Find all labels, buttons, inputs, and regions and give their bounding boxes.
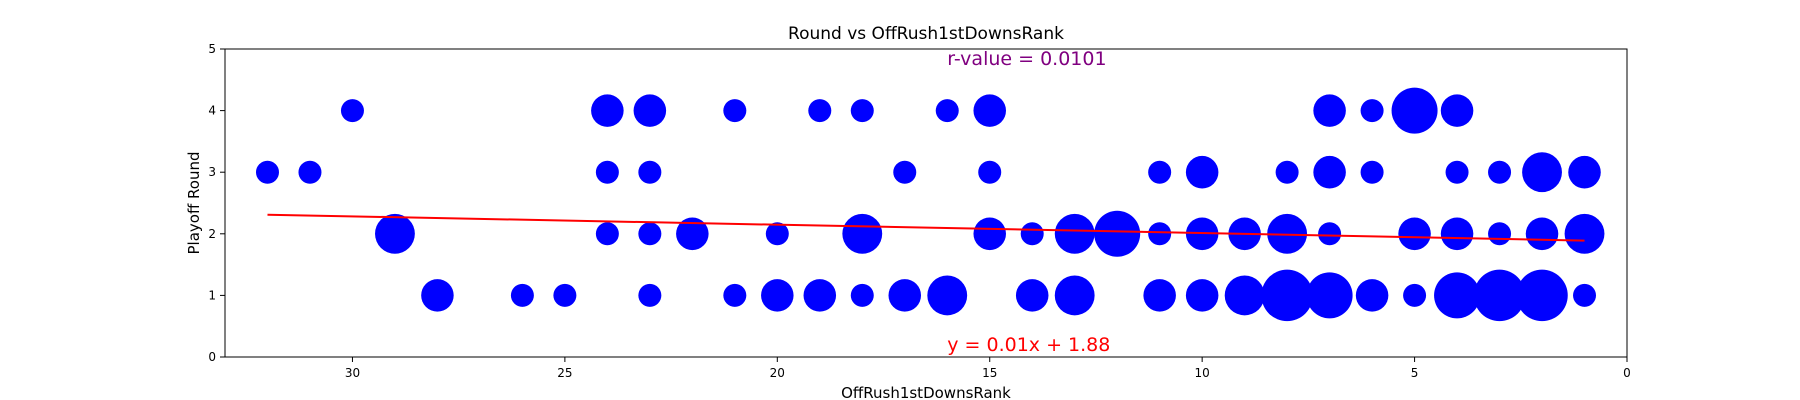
y-tick-label: 3 [208,165,216,179]
data-point [1568,155,1601,189]
data-point [1522,152,1562,193]
x-tick-label: 5 [1411,366,1419,380]
data-point [893,160,917,184]
regression-equation: y = 0.01x + 1.88 [947,334,1110,356]
data-point [1573,283,1597,307]
data-point [1185,155,1219,189]
data-point [765,222,789,246]
data-point [1054,275,1095,316]
data-point [1434,272,1481,319]
x-tick-label: 30 [345,366,360,380]
data-point [761,279,794,312]
data-point [1224,275,1265,316]
data-point [803,279,837,312]
data-point [1054,213,1095,254]
x-axis-ticks: 30 25 20 15 10 5 0 [345,357,1631,380]
data-point [1398,217,1431,251]
data-point [973,94,1006,127]
data-point [633,94,667,127]
y-axis-ticks: 0 1 2 3 4 5 [208,42,225,364]
data-point [1391,87,1438,134]
data-point [375,213,415,254]
data-point [1516,269,1568,322]
data-point [723,99,747,123]
data-point [1143,279,1176,312]
data-point [1445,160,1469,184]
y-tick-label: 5 [208,42,216,56]
data-point [842,213,883,254]
data-point [591,94,624,127]
data-point [1360,99,1384,123]
data-point [1313,155,1346,189]
data-point [1564,213,1605,254]
data-point [1015,279,1049,312]
data-point [1525,217,1559,251]
data-point [1148,222,1172,246]
data-point [1440,94,1474,127]
data-point [298,160,322,184]
x-tick-label: 25 [557,366,572,380]
y-tick-label: 2 [208,227,216,241]
chart-title: Round vs OffRush1stDownsRank [788,24,1064,44]
data-point [1473,269,1526,322]
plot-frame [224,48,1628,358]
x-tick-label: 10 [1195,366,1210,380]
data-point [1318,222,1342,246]
y-tick-label: 0 [208,350,216,364]
data-point [510,283,534,307]
data-point [1488,160,1512,184]
data-point [1306,272,1353,319]
data-point [1313,94,1346,127]
data-point [978,160,1002,184]
data-point [421,279,454,312]
data-point [595,222,619,246]
data-point [723,283,747,307]
r-value-annotation: r-value = 0.0101 [947,48,1106,70]
data-point [676,217,709,251]
data-point [935,99,959,123]
data-point [808,99,832,123]
data-point [1094,210,1141,257]
data-point [1488,222,1512,246]
data-point [340,99,364,123]
data-point [255,160,279,184]
x-tick-label: 15 [982,366,997,380]
data-point [1148,160,1172,184]
y-axis-label: Playoff Round [185,151,203,254]
data-point [1261,269,1313,322]
data-point [927,275,968,316]
data-point [1440,217,1474,251]
data-point [1020,222,1044,246]
data-point [638,160,662,184]
data-point [850,99,874,123]
y-tick-label: 1 [208,288,216,302]
data-point [638,283,662,307]
data-point [973,217,1006,251]
data-point [1355,279,1389,312]
x-tick-label: 20 [770,366,785,380]
points-layer [255,87,1605,322]
data-point [553,283,577,307]
regression-line [267,213,1585,242]
data-point [1360,160,1384,184]
x-axis-label: OffRush1stDownsRank [841,384,1011,400]
data-point [850,283,874,307]
data-point [1185,279,1219,312]
data-point [1275,160,1299,184]
data-point [638,222,662,246]
data-point [888,279,922,312]
x-tick-label: 0 [1623,366,1631,380]
data-point [595,160,619,184]
data-point [1403,283,1427,307]
y-tick-label: 4 [208,104,216,118]
